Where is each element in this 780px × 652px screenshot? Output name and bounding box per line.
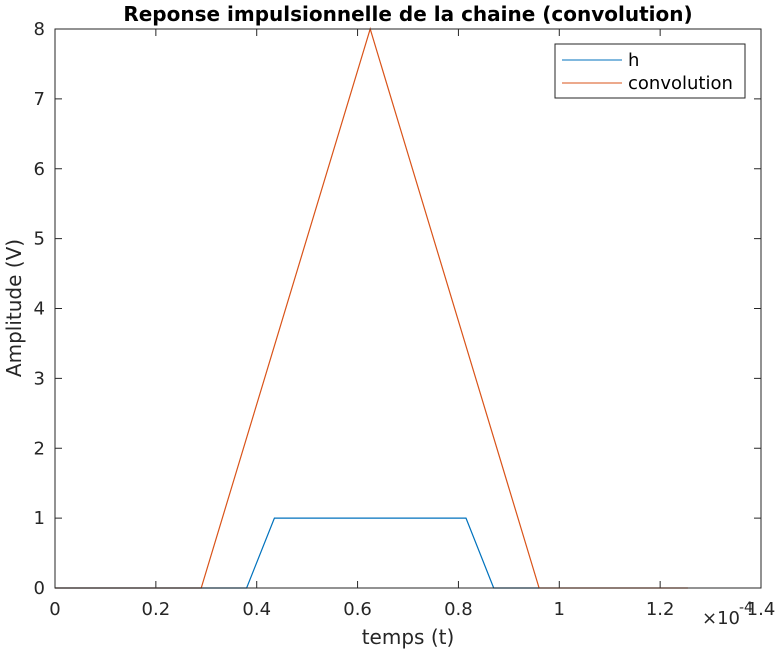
- y-axis-ticks: 0 1 2 3 4 5 6 7 8: [34, 19, 761, 599]
- x-tick-label: 0.4: [242, 599, 271, 620]
- y-tick-label: 0: [34, 578, 45, 599]
- legend: h convolution: [554, 43, 746, 99]
- y-tick-label: 3: [34, 368, 45, 389]
- x-exponent-base: ×10: [702, 608, 740, 629]
- y-tick-label: 7: [34, 89, 45, 110]
- plot-area: [55, 29, 761, 588]
- x-exponent: ×10 -4: [702, 600, 753, 629]
- chart-title: Reponse impulsionnelle de la chaine (con…: [123, 2, 692, 26]
- legend-label-convolution: convolution: [628, 73, 733, 94]
- y-tick-label: 4: [34, 299, 45, 320]
- y-axis-label: Amplitude (V): [2, 239, 26, 377]
- x-axis-label: temps (t): [362, 625, 455, 649]
- y-tick-label: 8: [34, 19, 45, 40]
- x-tick-label: 1.4: [747, 599, 776, 620]
- y-tick-label: 1: [34, 508, 45, 529]
- y-tick-label: 5: [34, 229, 45, 250]
- x-tick-label: 0.2: [142, 599, 171, 620]
- legend-box: [554, 43, 746, 99]
- legend-label-h: h: [628, 50, 639, 71]
- axes-box: [54, 28, 762, 589]
- x-tick-label: 0.8: [444, 599, 473, 620]
- x-tick-label: 1.2: [646, 599, 675, 620]
- x-tick-label: 0: [49, 599, 60, 620]
- x-tick-label: 1: [554, 599, 565, 620]
- x-tick-label: 0.6: [343, 599, 372, 620]
- y-tick-label: 6: [34, 159, 45, 180]
- y-tick-label: 2: [34, 438, 45, 459]
- x-exponent-power: -4: [739, 600, 753, 616]
